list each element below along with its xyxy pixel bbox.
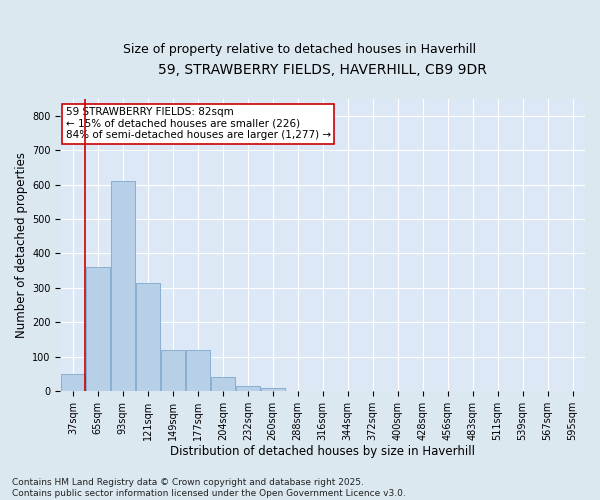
Bar (211, 378, 235, 391)
Y-axis label: Number of detached properties: Number of detached properties (15, 152, 28, 338)
Bar (111, 181, 135, 391)
Bar (61, 374, 85, 391)
Bar (186, 350, 209, 391)
Text: Contains HM Land Registry data © Crown copyright and database right 2025.
Contai: Contains HM Land Registry data © Crown c… (12, 478, 406, 498)
X-axis label: Distribution of detached houses by size in Haverhill: Distribution of detached houses by size … (170, 444, 475, 458)
Text: Size of property relative to detached houses in Haverhill: Size of property relative to detached ho… (124, 42, 476, 56)
Bar (161, 350, 185, 391)
Text: 59 STRAWBERRY FIELDS: 82sqm
← 15% of detached houses are smaller (226)
84% of se: 59 STRAWBERRY FIELDS: 82sqm ← 15% of det… (65, 108, 331, 140)
Bar (261, 388, 284, 391)
Bar (136, 283, 160, 391)
Bar (86, 268, 110, 391)
Bar (236, 386, 260, 391)
Title: 59, STRAWBERRY FIELDS, HAVERHILL, CB9 9DR: 59, STRAWBERRY FIELDS, HAVERHILL, CB9 9D… (158, 62, 487, 76)
